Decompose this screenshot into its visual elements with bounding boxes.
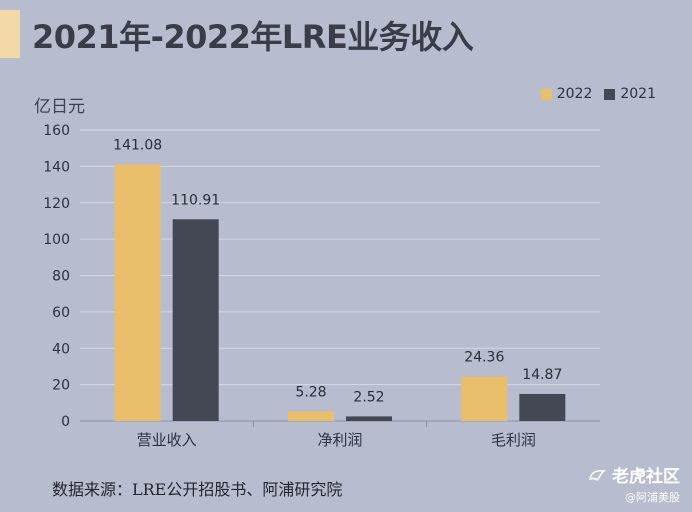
y-tick-label: 160: [43, 123, 70, 139]
y-tick-label: 120: [43, 196, 70, 212]
legend-swatch-2021: [604, 88, 616, 100]
legend-label-2022: 2022: [556, 86, 593, 102]
bar-2022: [288, 411, 334, 421]
legend-item-2022: 2022: [540, 86, 593, 102]
bar-2021: [172, 219, 219, 421]
legend-item-2021: 2021: [604, 86, 656, 102]
bar-2022: [114, 164, 161, 421]
y-tick-label: 40: [52, 341, 70, 357]
data-label-2021: 110.91: [171, 192, 220, 208]
watermark-handle: @阿浦美股: [625, 491, 680, 504]
y-tick-label: 20: [52, 378, 70, 394]
source-note: 数据来源：LRE公开招股书、阿浦研究院: [52, 480, 343, 499]
chart-title: 2021年-2022年LRE业务收入: [32, 18, 474, 56]
y-axis-unit-label: 亿日元: [34, 97, 85, 117]
y-tick-label: 140: [43, 159, 70, 175]
legend-swatch-2022: [540, 88, 552, 100]
data-label-2021: 14.87: [522, 367, 562, 383]
data-label-2022: 5.28: [295, 384, 326, 400]
legend-label-2021: 2021: [620, 86, 656, 102]
bar-2021: [346, 416, 392, 421]
watermark-brand: 老虎社区: [612, 467, 680, 487]
data-label-2021: 2.52: [353, 389, 384, 405]
y-tick-label: 80: [52, 269, 70, 285]
y-tick-label: 100: [43, 232, 70, 248]
x-category-label: 净利润: [317, 431, 362, 449]
data-label-2022: 141.08: [113, 137, 162, 153]
watermark: 老虎社区 @阿浦美股: [588, 462, 680, 505]
bar-2021: [519, 393, 566, 421]
data-label-2022: 24.36: [464, 350, 504, 366]
x-category-label: 营业收入: [137, 431, 197, 449]
bar-2022: [461, 376, 508, 421]
x-category-label: 毛利润: [491, 431, 536, 449]
y-tick-label: 0: [61, 414, 70, 430]
y-tick-label: 60: [52, 305, 70, 321]
title-accent-bar: [0, 10, 20, 58]
tiger-icon: [589, 469, 606, 481]
legend: 2022 2021: [540, 86, 656, 102]
